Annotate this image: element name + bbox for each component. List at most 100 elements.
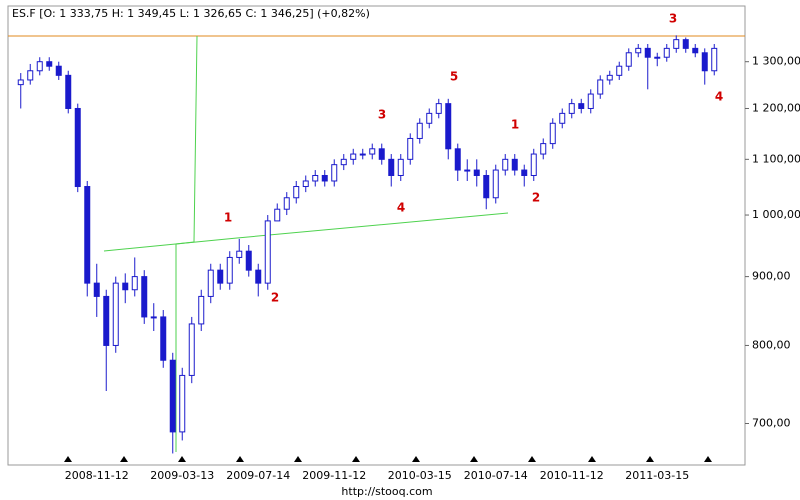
candle-body <box>692 47 699 54</box>
x-tick-label: 2008-11-12 <box>65 469 129 482</box>
candle-body <box>559 112 566 124</box>
candle-body <box>616 65 623 76</box>
candle-body <box>55 65 62 76</box>
candle-body <box>426 112 433 124</box>
candle-body <box>483 174 490 199</box>
plot-area <box>7 5 746 466</box>
y-tick-label: 1 200,00 <box>752 101 800 114</box>
x-marker <box>412 456 420 462</box>
x-tick-label: 2009-11-12 <box>302 469 366 482</box>
candle-body <box>530 153 537 176</box>
candle-body <box>179 374 186 433</box>
wave-label: 5 <box>450 70 458 84</box>
x-tick-label: 2010-03-15 <box>388 469 452 482</box>
wave-label: 4 <box>397 201 405 215</box>
wave-label: 1 <box>511 118 519 132</box>
x-marker <box>352 456 360 462</box>
candle-body <box>198 295 205 325</box>
candle-body <box>131 276 138 291</box>
candle-body <box>416 122 423 139</box>
candle-body <box>625 52 632 67</box>
wave-label: 4 <box>715 90 723 104</box>
candle-body <box>644 47 651 58</box>
candle-body <box>473 169 480 176</box>
candle-body <box>312 174 319 182</box>
y-tick-label: 1 100,00 <box>752 152 800 165</box>
candle-body <box>27 70 34 81</box>
candle-body <box>17 79 24 86</box>
x-marker <box>120 456 128 462</box>
candle-body <box>701 52 708 72</box>
wave-label: 2 <box>532 191 540 205</box>
candle-body <box>74 107 81 188</box>
candle-body <box>673 39 680 49</box>
x-marker <box>528 456 536 462</box>
candle-body <box>502 158 509 171</box>
source: http://stooq.com <box>341 485 432 498</box>
candle-body <box>169 359 176 433</box>
candle-body <box>711 47 718 72</box>
wave-label: 1 <box>224 211 232 225</box>
candle-body <box>445 103 452 150</box>
y-tick-label: 800,00 <box>752 338 791 351</box>
candle-body <box>350 153 357 160</box>
candle-body <box>682 39 689 49</box>
x-marker <box>178 456 186 462</box>
candle-body <box>521 169 528 176</box>
candle-body <box>207 269 214 297</box>
candle-body <box>568 103 575 114</box>
candle-body <box>112 282 119 346</box>
candle-body <box>226 256 233 284</box>
candle-body <box>103 295 110 346</box>
wave-label: 2 <box>271 291 279 305</box>
candle-body <box>331 164 338 182</box>
candle-body <box>36 61 43 72</box>
candle-body <box>141 276 148 318</box>
candle-body <box>511 158 518 171</box>
candle-body <box>255 269 262 284</box>
trend-line <box>175 35 198 452</box>
candle-body <box>435 103 442 114</box>
x-marker <box>588 456 596 462</box>
candle-body <box>369 148 376 155</box>
x-tick-label: 2010-11-12 <box>540 469 604 482</box>
candle-body <box>578 103 585 109</box>
x-marker <box>646 456 654 462</box>
candle-body <box>274 208 281 222</box>
wave-label: 3 <box>669 12 677 26</box>
y-tick-label: 1 300,00 <box>752 55 800 68</box>
candle-body <box>359 153 366 156</box>
candle-body <box>46 61 53 67</box>
candle-body <box>540 143 547 155</box>
candle-body <box>321 174 328 182</box>
wave-label: 3 <box>378 108 386 122</box>
candle-body <box>283 197 290 210</box>
candle-body <box>388 158 395 176</box>
candle-body <box>549 122 556 145</box>
candle-body <box>84 186 91 284</box>
x-tick-label: 2009-03-13 <box>150 469 214 482</box>
candle-body <box>150 316 157 319</box>
y-tick-label: 900,00 <box>752 270 791 283</box>
candle-body <box>597 79 604 95</box>
candle-body <box>122 282 129 291</box>
candle-body <box>302 180 309 188</box>
chart-title: ES.F [O: 1 333,75 H: 1 349,45 L: 1 326,6… <box>12 7 370 20</box>
x-tick-label: 2010-07-14 <box>464 469 528 482</box>
candle-body <box>635 47 642 54</box>
candle-body <box>654 56 661 59</box>
candle-body <box>397 158 404 176</box>
candle-body <box>245 250 252 271</box>
x-marker <box>704 456 712 462</box>
candle-body <box>188 323 195 376</box>
x-marker <box>236 456 244 462</box>
candle-body <box>378 148 385 160</box>
y-tick-label: 700,00 <box>752 416 791 429</box>
x-marker <box>294 456 302 462</box>
x-tick-label: 2011-03-15 <box>625 469 689 482</box>
candle-body <box>663 47 670 58</box>
candle-body <box>264 220 271 284</box>
x-tick-label: 2009-07-14 <box>226 469 290 482</box>
candle-body <box>65 74 72 109</box>
